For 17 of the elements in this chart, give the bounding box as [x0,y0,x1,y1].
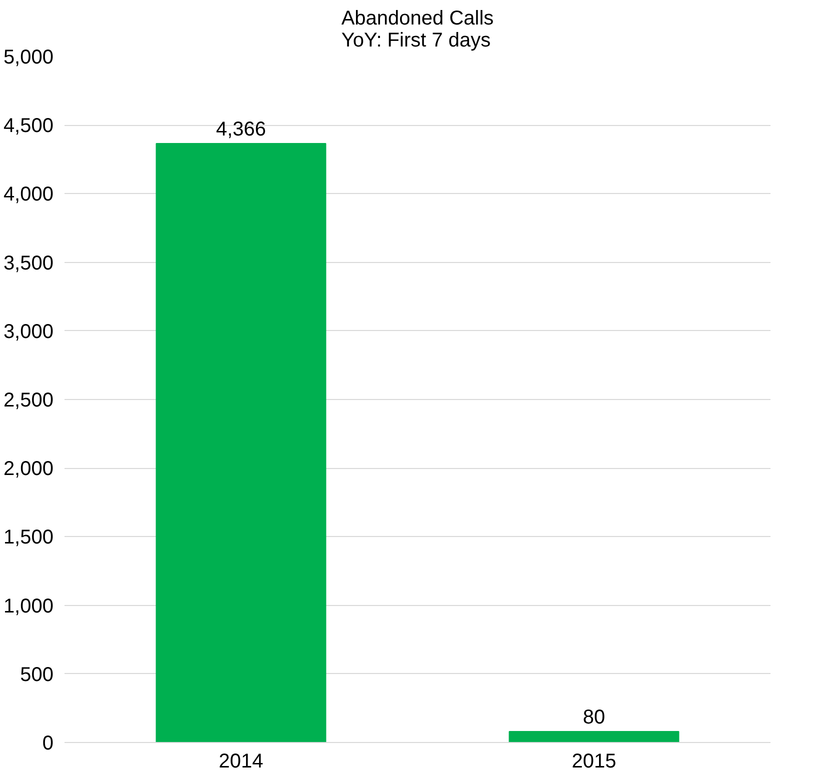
y-tick-label: 2,500 [3,390,54,412]
y-tick-label: 4,000 [3,184,54,206]
y-tick-label: 2,000 [3,458,54,480]
y-tick-label: 5,000 [3,46,54,68]
x-tick-label: 2014 [218,750,264,772]
y-tick-label: 500 [20,664,54,686]
y-tick-label: 1,500 [3,526,54,549]
y-tick-label: 0 [42,732,54,754]
chart-subtitle: YoY: First 7 days [341,30,491,52]
chart-title: Abandoned Calls [341,8,494,30]
data-label: 80 [582,706,606,729]
y-tick-label: 1,000 [3,595,54,618]
y-tick-label: 3,500 [3,252,54,274]
x-tick-label: 2015 [572,750,616,772]
y-tick-label: 3,000 [3,320,54,343]
y-tick-label: 4,500 [3,115,54,138]
data-label: 4,366 [216,118,266,140]
